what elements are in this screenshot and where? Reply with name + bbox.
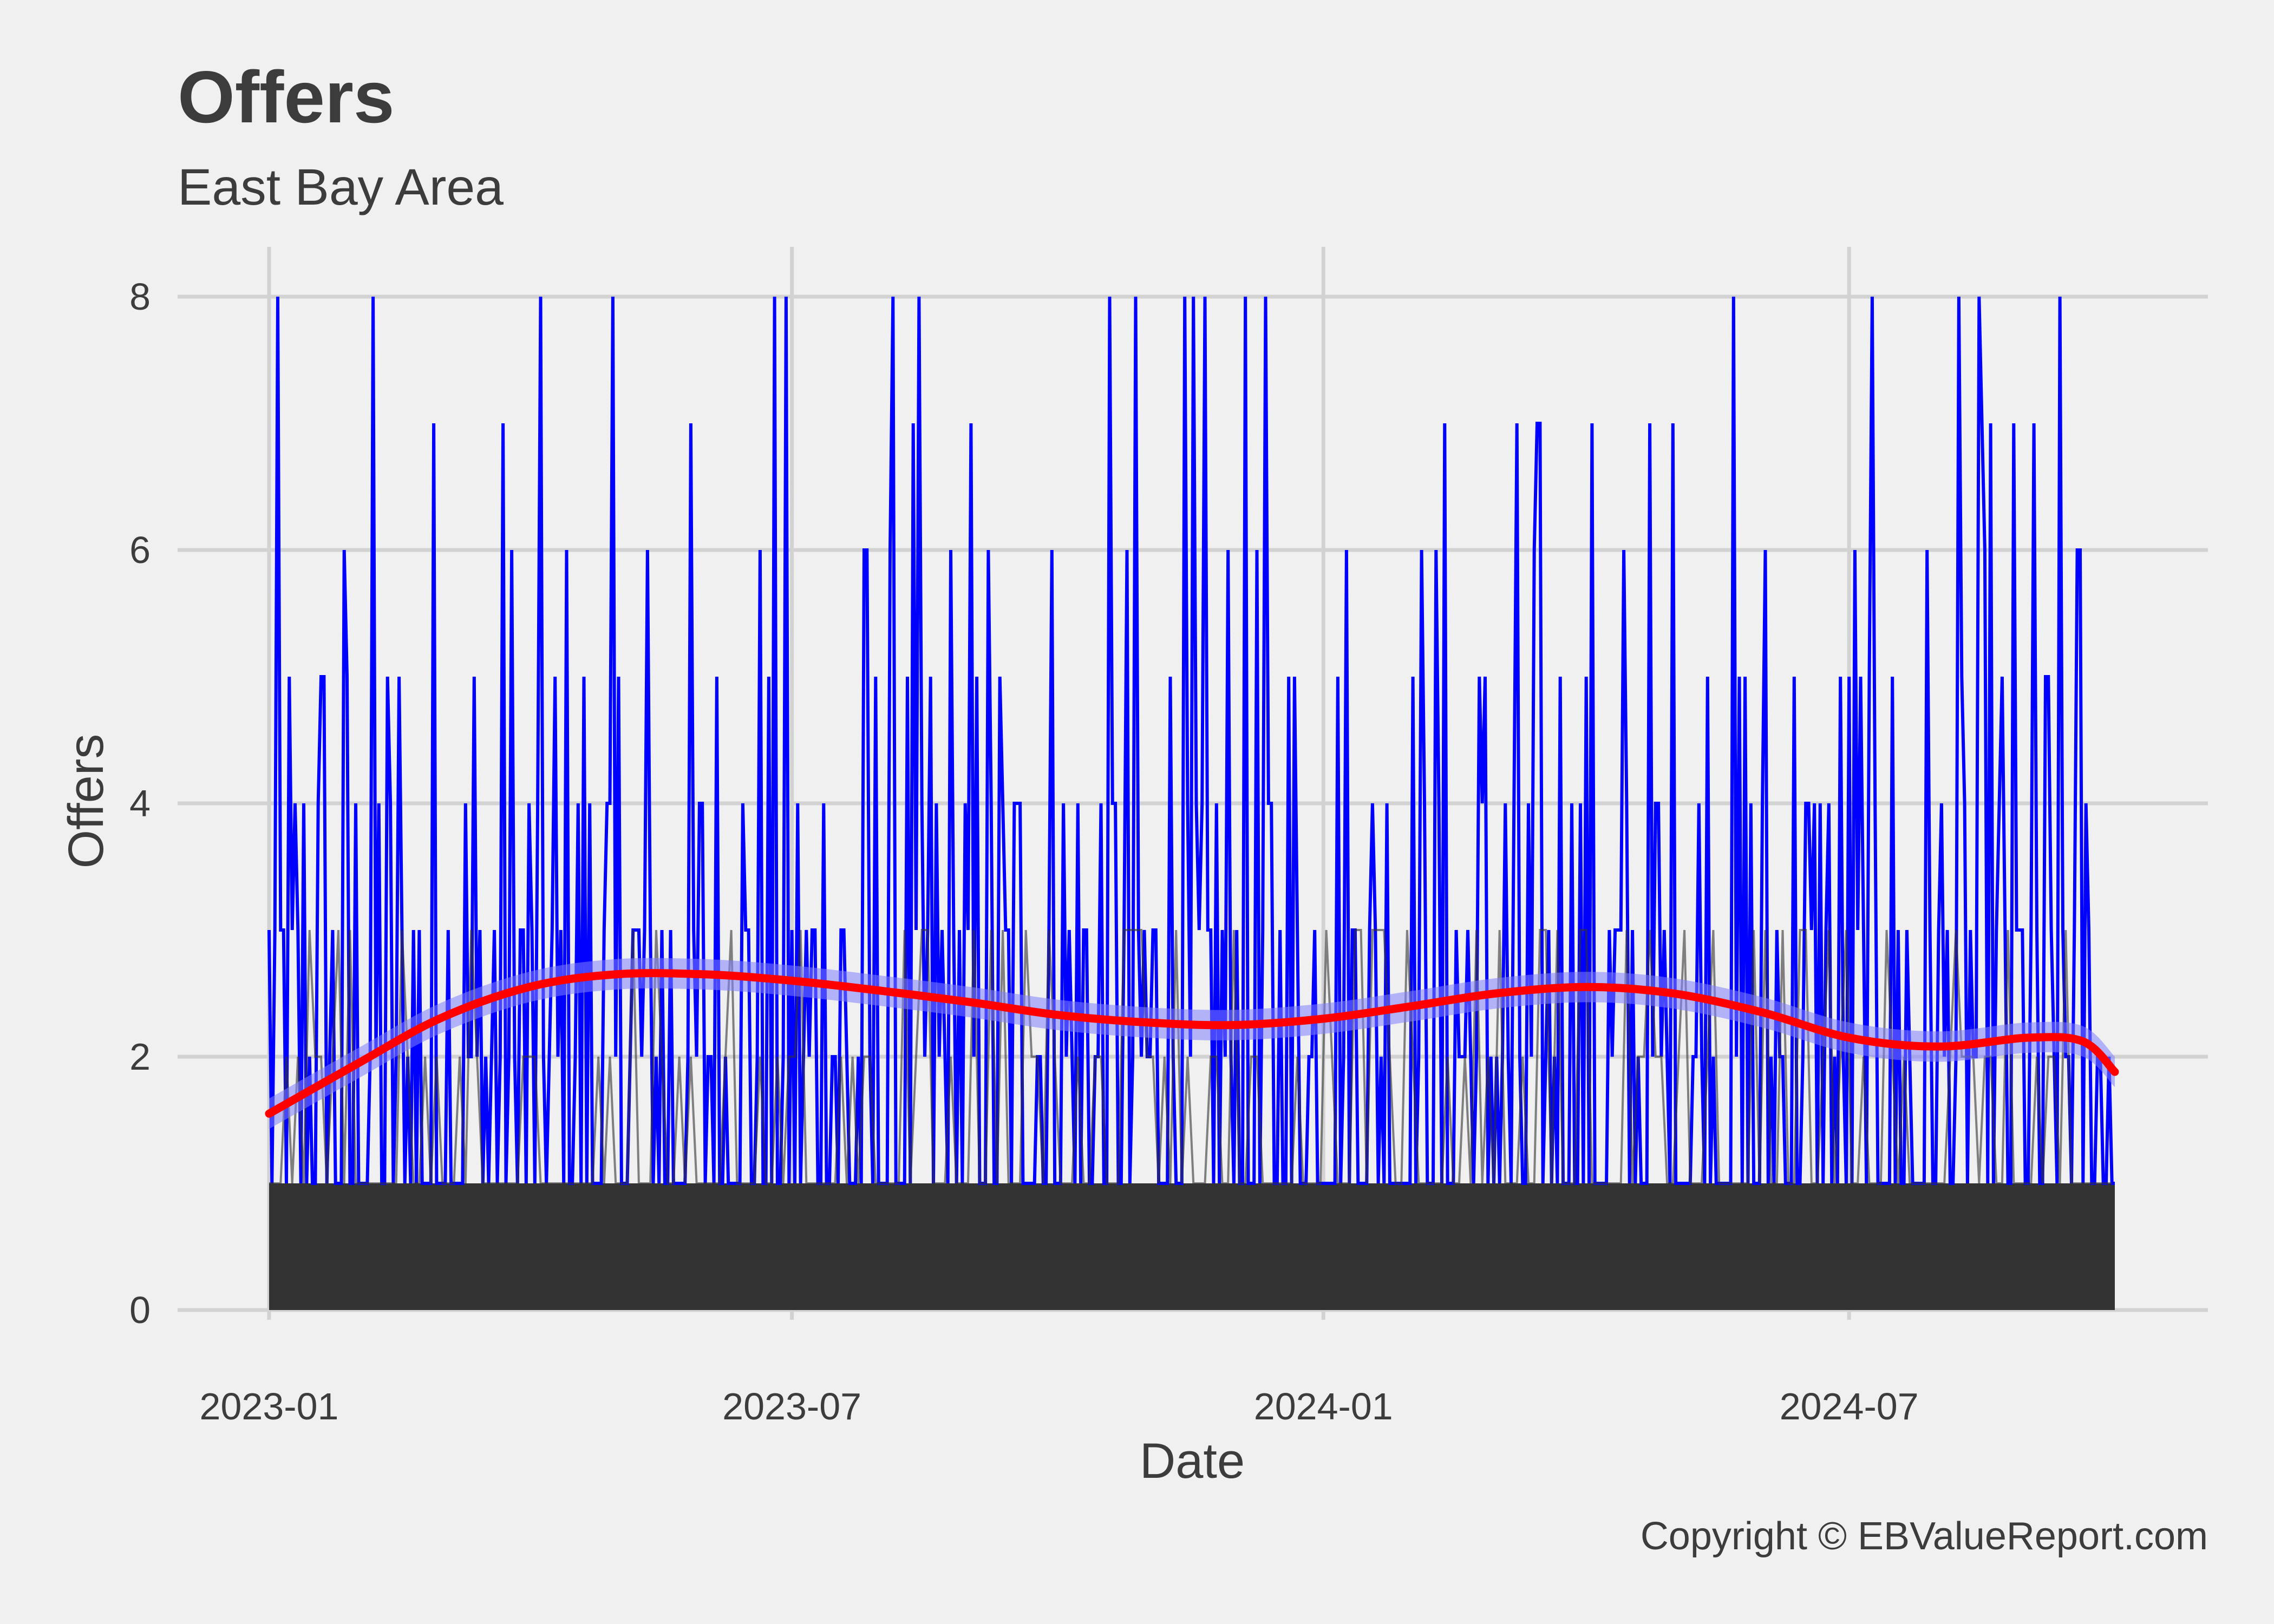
plot-series	[265, 296, 2119, 1310]
chart-subtitle: East Bay Area	[178, 159, 504, 216]
x-tick-label: 2023-07	[722, 1385, 861, 1427]
daily-offers-low-band	[269, 929, 2112, 1184]
y-axis-ticks: 0 2 4 6 8	[129, 276, 151, 1331]
copyright-caption: Copyright © EBValueReport.com	[1641, 1515, 2208, 1558]
x-tick-label: 2024-01	[1254, 1385, 1393, 1427]
y-tick-label: 2	[129, 1036, 151, 1078]
y-tick-label: 0	[129, 1289, 151, 1331]
smoothed-trend-line	[265, 969, 2119, 1118]
x-axis-title: Date	[1140, 1433, 1245, 1489]
y-axis-title: Offers	[58, 734, 114, 869]
y-tick-label: 6	[129, 529, 151, 571]
x-tick-label: 2023-01	[200, 1385, 339, 1427]
y-tick-label: 4	[129, 782, 151, 824]
trend-confidence-band	[269, 958, 2115, 1129]
area-fill	[269, 1183, 2115, 1310]
x-tick-label: 2024-07	[1780, 1385, 1919, 1427]
chart-title: Offers	[178, 56, 395, 138]
x-axis-ticks: 2023-01 2023-07 2024-01 2024-07	[200, 1385, 1919, 1427]
y-tick-label: 8	[129, 276, 151, 318]
daily-offers-line	[267, 296, 2115, 1185]
